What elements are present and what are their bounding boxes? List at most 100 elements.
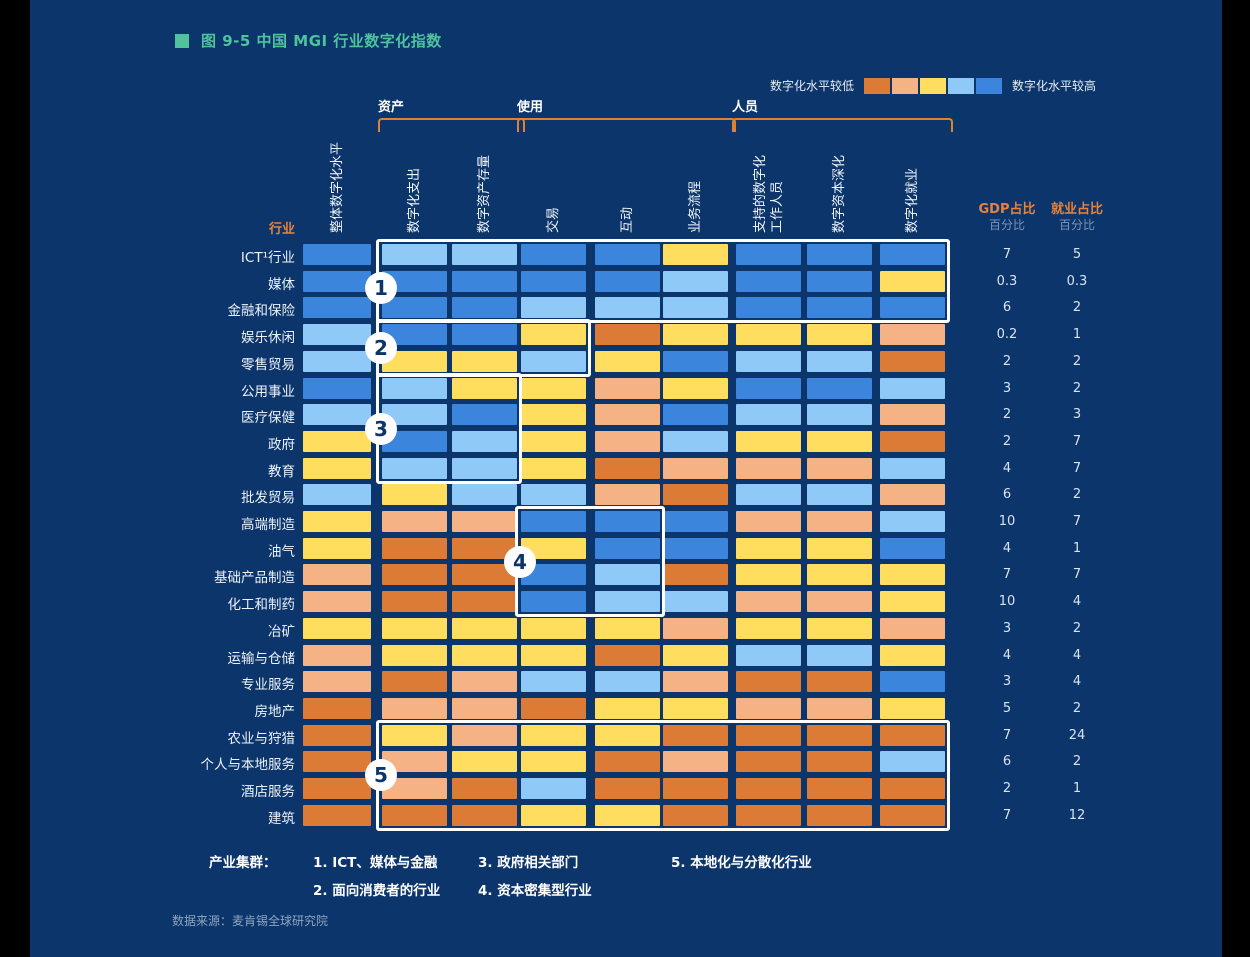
heatmap-cell: [521, 671, 586, 693]
heatmap-cell: [595, 778, 660, 799]
heatmap-cell: [736, 484, 801, 506]
heatmap-cell: [595, 484, 660, 506]
heatmap-cell: [736, 591, 801, 613]
heatmap-cell: [663, 724, 728, 746]
heatmap-cell: [880, 644, 945, 666]
heatmap-cell: [382, 671, 447, 693]
heatmap-cell: [382, 751, 447, 773]
cluster-box: [376, 372, 522, 484]
employment-share-value: 7: [1072, 433, 1082, 449]
column-header: 数字化就业: [905, 167, 920, 233]
heatmap-cell: [521, 644, 586, 666]
industry-label: 金融和保险: [227, 303, 296, 320]
heatmap-cell: [452, 404, 517, 426]
legend-swatch: [948, 77, 975, 94]
cluster-legend-heading: 产业集群：: [209, 855, 277, 871]
gdp-share-value: 7: [1002, 567, 1012, 583]
gdp-share-value: 3: [1002, 674, 1012, 690]
heatmap-cell: [880, 457, 945, 479]
title-bullet-icon: [175, 33, 189, 48]
heatmap-cell: [663, 324, 728, 346]
employment-share-value: 3: [1072, 407, 1082, 423]
employment-share-value: 12: [1068, 807, 1086, 823]
cluster-box: [376, 239, 950, 324]
heatmap-cell: [452, 617, 517, 639]
industry-label: 医疗保健: [241, 410, 295, 427]
cluster-legend-item: 5. 本地化与分散化行业: [671, 855, 812, 871]
heatmap-cell: [452, 671, 517, 693]
column-group-label: 资产: [378, 100, 405, 115]
industry-label: 高端制造: [241, 517, 295, 533]
heatmap-cell: [303, 724, 371, 746]
heatmap-cell: [452, 484, 517, 506]
heatmap-cell: [736, 804, 801, 826]
heatmap-cell: [382, 778, 447, 799]
heatmap-cell: [382, 244, 447, 265]
heatmap-cell: [663, 591, 728, 613]
heatmap-cell: [880, 404, 945, 426]
legend-swatch: [864, 77, 891, 94]
heatmap-cell: [452, 511, 517, 532]
heatmap-cell: [521, 778, 586, 799]
heatmap-cell: [521, 324, 586, 346]
heatmap-cell: [595, 697, 660, 719]
employment-share-value: 7: [1072, 460, 1082, 476]
heatmap-cell: [521, 511, 586, 532]
gdp-share-value: 6: [1002, 487, 1012, 503]
heatmap-cell: [303, 617, 371, 639]
heatmap-cell: [880, 297, 945, 319]
industry-label: 专业服务: [241, 677, 295, 694]
heatmap-cell: [663, 484, 728, 506]
heatmap-cell: [663, 297, 728, 319]
employment-share-value: 24: [1068, 727, 1086, 743]
heatmap-cell: [880, 778, 945, 799]
legend-swatch: [892, 77, 919, 94]
cluster-box: [376, 719, 950, 831]
share-column-label: GDP占比: [978, 202, 1036, 217]
gdp-share-value: 2: [1002, 353, 1012, 369]
heatmap-cell: [382, 377, 447, 399]
heatmap-cell: [880, 511, 945, 532]
heatmap-cell: [736, 244, 801, 265]
heatmap-cell: [521, 591, 586, 613]
heatmap-cell: [452, 564, 517, 586]
heatmap-cell: [595, 671, 660, 693]
industry-label: ICT¹行业: [240, 250, 295, 266]
share-column-sublabel: 百分比: [1058, 218, 1095, 232]
heatmap-cell: [595, 564, 660, 586]
heatmap-cell: [880, 751, 945, 773]
share-column-sublabel: 百分比: [988, 218, 1025, 232]
heatmap-cell: [521, 617, 586, 639]
heatmap-cell: [663, 244, 728, 265]
gdp-share-value: 0.2: [996, 327, 1018, 343]
group-bracket: [732, 118, 953, 132]
employment-share-value: 2: [1072, 487, 1082, 503]
industry-label: 房地产: [254, 703, 296, 720]
heatmap-cell: [452, 537, 517, 559]
column-group-label: 人员: [732, 100, 759, 115]
column-header: 互动: [620, 206, 635, 233]
industry-label: 化工和制药: [227, 597, 296, 614]
heatmap-cell: [595, 644, 660, 666]
gdp-share-value: 6: [1002, 754, 1012, 770]
heatmap-cell: [736, 724, 801, 746]
gdp-share-value: 5: [1002, 700, 1012, 716]
industry-label: 油气: [268, 543, 295, 560]
group-bracket: [517, 118, 736, 132]
heatmap-cell: [880, 671, 945, 693]
heatmap-cell: [595, 404, 660, 426]
heatmap-cell: [521, 564, 586, 586]
heatmap-cell: [663, 511, 728, 532]
heatmap-cell: [880, 591, 945, 613]
heatmap-cell: [452, 430, 517, 452]
legend-low-label: 数字化水平较低: [770, 79, 855, 93]
gdp-share-value: 4: [1002, 460, 1012, 476]
heatmap-cell: [303, 350, 371, 372]
heatmap-cell: [303, 778, 371, 799]
employment-share-value: 2: [1072, 700, 1082, 716]
column-header: 交易: [546, 206, 561, 233]
cluster-box: [515, 506, 665, 618]
heatmap-cell: [595, 751, 660, 773]
column-header: 数字化支出: [407, 167, 422, 233]
heatmap-cell: [663, 457, 728, 479]
